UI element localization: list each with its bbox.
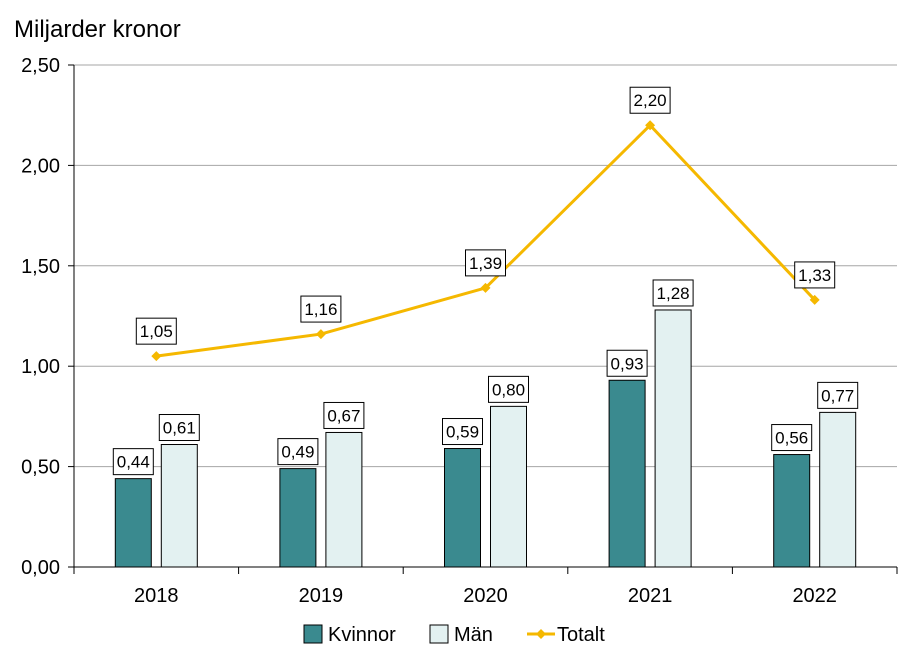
bar-series	[114, 309, 857, 568]
x-tick-label: 2021	[628, 585, 673, 607]
data-label-line-box	[465, 249, 506, 277]
chart-title: Miljarder kronor	[14, 16, 181, 43]
data-label-bar: 0,56	[775, 429, 808, 448]
data-label-bar-box	[442, 418, 483, 446]
y-tick-label: 2,00	[21, 155, 60, 177]
x-tick-label: 2018	[134, 585, 179, 607]
data-label-line-box	[629, 86, 671, 114]
data-label-bar: 0,61	[163, 419, 196, 438]
data-label-line: 1,39	[469, 254, 502, 273]
data-label-bar-box	[323, 401, 365, 429]
line-series	[151, 120, 820, 362]
point-totalt-2018	[151, 351, 162, 362]
legend-label: Män	[454, 624, 493, 646]
data-label-line-box	[135, 317, 177, 345]
legend-label: Totalt	[557, 624, 605, 646]
point-totalt-2021	[645, 120, 656, 131]
point-totalt-2020	[480, 282, 491, 293]
x-tick-label: 2019	[299, 585, 344, 607]
data-label-bar-box	[817, 381, 859, 409]
data-label-line: 1,05	[140, 322, 173, 341]
y-tick-label: 0,50	[21, 457, 60, 479]
legend-swatch-mn	[429, 624, 449, 644]
bar-mn-2019	[325, 431, 363, 568]
data-label-bar-box	[277, 438, 319, 466]
line-totalt	[156, 123, 816, 358]
x-tick-label: 2020	[463, 585, 508, 607]
bar-kvinnor-2018	[114, 478, 152, 568]
legend: Kvinnor Män Totalt	[303, 624, 605, 646]
data-label-bar: 1,28	[657, 284, 690, 303]
data-label-bar: 0,80	[492, 380, 525, 399]
legend-label: Kvinnor	[328, 624, 396, 646]
y-tick-label: 0,00	[21, 557, 60, 579]
data-label-bar: 0,67	[327, 406, 360, 425]
bar-mn-2022	[819, 411, 857, 568]
data-label-bar: 0,77	[821, 386, 854, 405]
point-totalt-2022	[809, 294, 820, 305]
bar-kvinnor-2019	[279, 468, 317, 568]
y-tick-label: 2,50	[21, 55, 60, 77]
data-label-bar: 0,44	[117, 453, 150, 472]
data-label-line-box	[300, 295, 342, 323]
data-label-bar: 0,59	[446, 423, 479, 442]
axes: 0,00 0,50 1,00 1,50 2,00 2,50 2018 2019 2020 2021…	[21, 55, 898, 607]
bar-mn-2018	[160, 444, 198, 568]
x-tick-label: 2022	[792, 585, 837, 607]
data-label-bar: 0,49	[281, 443, 314, 462]
data-label-bar-box	[606, 349, 648, 377]
data-label-line-box	[794, 261, 836, 289]
point-totalt-2019	[315, 329, 326, 340]
bar-kvinnor-2020	[444, 448, 481, 568]
y-tick-label: 1,00	[21, 356, 60, 378]
data-label-bar-box	[771, 424, 813, 452]
legend-swatch-kvinnor	[303, 624, 323, 644]
data-label-bar: 0,93	[611, 354, 644, 373]
data-label-bar-box	[652, 279, 694, 307]
data-labels: 0,44 0,49 0,59 0,93 0,56 0,61 0,67 0,80 1,28 0,77…	[112, 86, 859, 476]
bar-mn-2020	[490, 405, 527, 568]
data-label-line: 2,20	[634, 91, 667, 110]
data-label-bar-box	[112, 448, 154, 476]
data-label-line: 1,16	[304, 300, 337, 319]
data-label-bar-box	[158, 414, 200, 442]
bar-mn-2021	[654, 309, 692, 568]
bar-kvinnor-2022	[773, 454, 811, 568]
data-label-bar-box	[488, 375, 529, 403]
y-tick-label: 1,50	[21, 256, 60, 278]
data-label-line: 1,33	[798, 266, 831, 285]
legend-marker-totalt	[536, 629, 546, 639]
bar-kvinnor-2021	[608, 379, 646, 568]
